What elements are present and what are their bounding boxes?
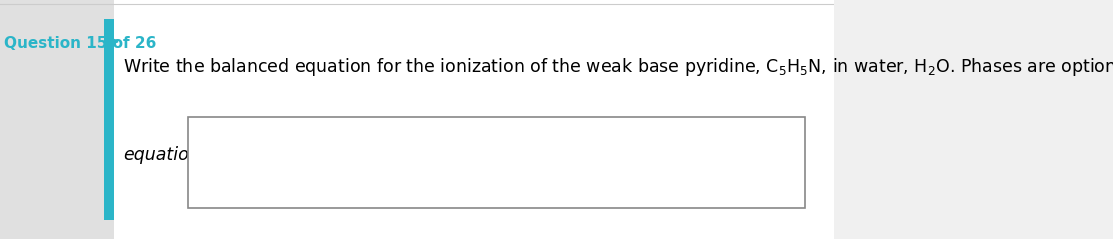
Text: >: > xyxy=(106,34,119,52)
FancyBboxPatch shape xyxy=(0,0,115,239)
Text: Question 15 of 26: Question 15 of 26 xyxy=(4,36,157,50)
FancyBboxPatch shape xyxy=(115,0,835,239)
FancyBboxPatch shape xyxy=(188,117,805,208)
FancyBboxPatch shape xyxy=(105,19,115,220)
Text: equation:: equation: xyxy=(124,146,206,164)
Text: Write the balanced equation for the ionization of the weak base pyridine, $\math: Write the balanced equation for the ioni… xyxy=(124,56,1113,78)
